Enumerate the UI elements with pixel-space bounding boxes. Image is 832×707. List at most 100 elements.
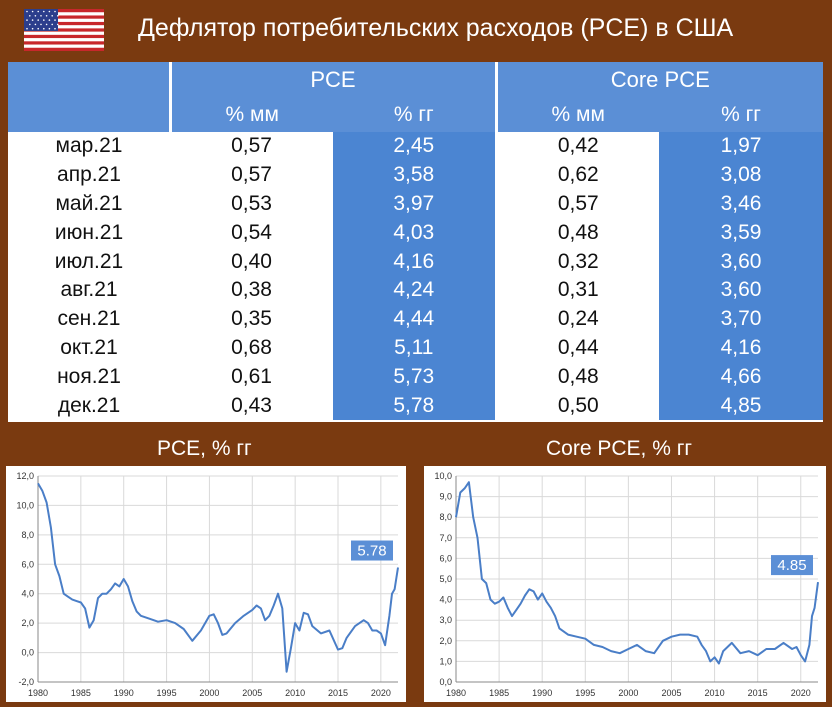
cell-core-yy: 4,85 [659, 391, 824, 420]
cell-pce-mm: 0,40 [231, 249, 272, 273]
x-tick-label: 1990 [114, 688, 134, 698]
cell-pce-mm: 0,54 [231, 220, 272, 244]
y-tick-label: 2,0 [439, 636, 452, 646]
subheader-pce-yy: % гг [333, 97, 496, 132]
cell-pce-mm: 0,57 [231, 134, 272, 158]
cell-core-mm: 0,42 [494, 132, 659, 161]
row-period: дек.21 [57, 393, 121, 417]
y-tick-label: 9,0 [439, 492, 452, 502]
cell-core-mm: 0,32 [494, 247, 659, 276]
x-tick-label: 1990 [532, 688, 552, 698]
row-period: май.21 [55, 191, 123, 215]
x-tick-label: 2015 [748, 688, 768, 698]
cell-core-yy: 3,08 [659, 160, 824, 190]
x-tick-label: 2020 [371, 688, 391, 698]
cell-pce-yy: 4,03 [333, 218, 496, 248]
chart-pce-svg: -2,0 0,0 2,0 4,0 6,0 8,0 10,0 12,0 1980 1985 1990 1… [16, 471, 399, 698]
subheader-core-yy: % гг [659, 97, 824, 132]
data-table: PCE Core PCE % мм % гг % мм % гг мар.21 0… [8, 62, 824, 422]
header-blank-2 [8, 97, 170, 132]
chart-title-core-pce: Core PCE, % гг [546, 437, 693, 460]
subheader-pce-mm: % мм [168, 97, 333, 132]
cell-core-yy: 3,60 [659, 275, 824, 305]
x-tick-label: 1995 [157, 688, 177, 698]
chart-title-pce: PCE, % гг [157, 437, 252, 460]
cell-core-mm: 0,50 [494, 391, 659, 420]
annotation-label: 5.78 [357, 543, 386, 560]
cell-core-mm: 0,57 [494, 189, 659, 219]
row-period: сен.21 [57, 307, 121, 331]
cell-core-mm: 0,31 [494, 275, 659, 305]
group-header-core-pce: Core PCE [494, 62, 824, 97]
header-bar: Дефлятор потребительских расходов (PCE) … [0, 0, 832, 62]
x-tick-label: 1995 [575, 688, 595, 698]
cell-pce-yy: 5,73 [333, 362, 496, 392]
row-period: апр.21 [57, 163, 121, 187]
cell-pce-mm: 0,53 [231, 191, 272, 215]
y-tick-label: 5,0 [439, 574, 452, 584]
cell-core-yy: 3,60 [659, 247, 824, 276]
y-tick-label: 0,0 [21, 648, 34, 658]
x-tick-label: 1985 [489, 688, 509, 698]
table-row: апр.21 0,57 3,58 0,62 3,08 [8, 160, 824, 190]
cell-core-mm: 0,62 [494, 160, 659, 190]
y-tick-label: 3,0 [439, 615, 452, 625]
y-tick-label: 8,0 [21, 530, 34, 540]
annotation-box [771, 555, 813, 576]
row-period: окт.21 [60, 335, 118, 359]
table-row: июн.21 0,54 4,03 0,48 3,59 [8, 218, 824, 248]
x-tick-label: 2010 [285, 688, 305, 698]
y-tick-label: 10,0 [16, 500, 34, 510]
x-tick-label: 2005 [661, 688, 681, 698]
x-tick-label: 2000 [618, 688, 638, 698]
group-header-pce: PCE [168, 62, 496, 97]
table-row: сен.21 0,35 4,44 0,24 3,70 [8, 304, 824, 334]
row-period: ноя.21 [57, 364, 121, 388]
cell-core-mm: 0,48 [494, 218, 659, 248]
annotation-label: 4.85 [777, 557, 806, 574]
cell-pce-yy: 3,97 [333, 189, 496, 219]
y-tick-label: 12,0 [16, 471, 34, 481]
cell-core-yy: 1,97 [659, 132, 824, 161]
table-row: дек.21 0,43 5,78 0,50 4,85 [8, 391, 824, 420]
y-tick-label: 8,0 [439, 512, 452, 522]
y-tick-label: 6,0 [21, 559, 34, 569]
y-tick-label: -2,0 [18, 677, 34, 687]
row-period: июн.21 [54, 220, 124, 244]
x-tick-label: 1980 [28, 688, 48, 698]
chart-core-pce-svg: 0,0 1,0 2,0 3,0 4,0 5,0 6,0 7,0 8,0 9,0 10,0 1980 19… [434, 471, 819, 698]
row-period: мар.21 [55, 134, 123, 158]
y-tick-label: 7,0 [439, 533, 452, 543]
table-row: ноя.21 0,61 5,73 0,48 4,66 [8, 362, 824, 392]
page-title: Дефлятор потребительских расходов (PCE) … [138, 14, 734, 42]
subheader-core-mm: % мм [494, 97, 659, 132]
row-period: июл.21 [54, 249, 124, 273]
x-tick-label: 2000 [199, 688, 219, 698]
y-tick-label: 1,0 [439, 656, 452, 666]
cell-pce-mm: 0,61 [231, 364, 272, 388]
y-tick-label: 4,0 [439, 595, 452, 605]
cell-core-mm: 0,48 [494, 362, 659, 392]
x-tick-label: 1980 [446, 688, 466, 698]
cell-pce-mm: 0,43 [231, 393, 272, 417]
table-row: мар.21 0,57 2,45 0,42 1,97 [8, 132, 824, 161]
cell-core-yy: 4,66 [659, 362, 824, 392]
y-tick-label: 10,0 [434, 471, 452, 481]
y-tick-label: 2,0 [21, 618, 34, 628]
cell-pce-yy: 4,24 [333, 275, 496, 305]
cell-core-mm: 0,24 [494, 304, 659, 334]
y-tick-label: 0,0 [439, 677, 452, 687]
row-period: авг.21 [60, 278, 118, 302]
cell-pce-mm: 0,35 [231, 307, 272, 331]
cell-pce-yy: 3,58 [333, 160, 496, 190]
cell-pce-yy: 5,78 [333, 391, 496, 420]
cell-pce-yy: 4,16 [333, 247, 496, 276]
y-tick-label: 6,0 [439, 553, 452, 563]
cell-pce-mm: 0,38 [231, 278, 272, 302]
table-row: авг.21 0,38 4,24 0,31 3,60 [8, 275, 824, 305]
table-row: май.21 0,53 3,97 0,57 3,46 [8, 189, 824, 219]
cell-pce-yy: 2,45 [333, 132, 496, 161]
series-line [37, 482, 399, 673]
cell-core-mm: 0,44 [494, 333, 659, 363]
cell-core-yy: 3,46 [659, 189, 824, 219]
